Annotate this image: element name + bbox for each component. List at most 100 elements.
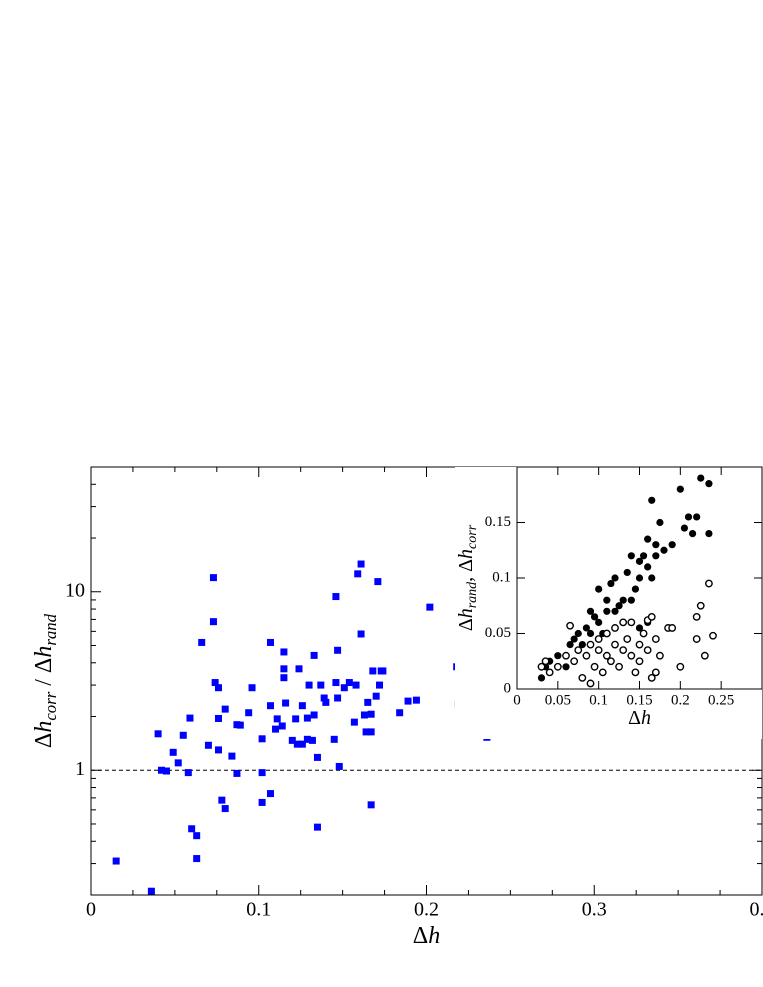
point [574, 646, 583, 655]
point [426, 603, 434, 611]
point [590, 662, 599, 671]
point [619, 646, 628, 655]
point [340, 684, 348, 692]
point [566, 641, 574, 649]
point [594, 635, 603, 643]
point [578, 641, 586, 649]
point [611, 607, 619, 615]
point [298, 702, 306, 710]
point [332, 593, 340, 601]
point [627, 651, 636, 660]
point [586, 640, 595, 649]
point [627, 618, 636, 627]
point [293, 740, 301, 748]
point [631, 585, 640, 593]
point [193, 855, 201, 863]
point [280, 648, 288, 656]
point [228, 752, 236, 760]
point [221, 805, 229, 813]
point [656, 651, 664, 660]
point [322, 698, 330, 706]
point [643, 646, 652, 655]
y-axis-label-part: h [455, 608, 477, 618]
points [112, 560, 491, 895]
point [273, 715, 281, 723]
point [611, 624, 619, 632]
point [278, 722, 286, 730]
point [221, 705, 229, 713]
point [198, 638, 206, 646]
point [562, 663, 570, 671]
point [313, 823, 321, 831]
point [280, 674, 288, 682]
point [598, 668, 607, 677]
point [705, 579, 713, 588]
point [705, 530, 713, 538]
point [676, 662, 685, 671]
point [169, 748, 177, 756]
point [582, 651, 591, 660]
point [595, 585, 603, 593]
y-tick-label: 0.05 [485, 625, 511, 641]
point [586, 629, 595, 638]
x-tick-label: 0.1 [246, 899, 271, 921]
point [631, 668, 640, 677]
point [639, 629, 648, 638]
plot-frame [516, 466, 763, 690]
point [332, 679, 340, 687]
point [352, 681, 360, 689]
point [639, 552, 648, 560]
point [668, 624, 677, 632]
point [635, 640, 644, 649]
point [562, 651, 570, 660]
point [603, 596, 611, 604]
y-axis-label-part: h [455, 549, 477, 559]
y-tick-label: 0.1 [492, 569, 511, 585]
point [566, 621, 574, 630]
x-tick-label: 0.15 [626, 692, 652, 708]
point [310, 651, 318, 659]
x-axis-label: Δh [628, 707, 651, 729]
y-tick-label: 10 [65, 579, 85, 601]
point [345, 679, 353, 687]
point [537, 662, 546, 671]
y-axis-label-part: h [31, 721, 57, 733]
point [334, 646, 342, 654]
point [693, 513, 701, 521]
point [692, 635, 701, 643]
point [586, 607, 595, 615]
point [214, 746, 222, 754]
point [303, 735, 311, 743]
y-axis-label-part: Δ [31, 733, 57, 748]
point [174, 759, 182, 767]
point [295, 665, 303, 673]
y-axis-label-part: corr [465, 524, 480, 549]
point [647, 612, 656, 621]
point [648, 574, 656, 582]
point [258, 798, 266, 806]
point [298, 740, 306, 748]
point [204, 741, 212, 749]
point [369, 667, 377, 675]
point [627, 596, 635, 604]
point [586, 679, 595, 688]
point [656, 518, 664, 527]
point [211, 679, 219, 687]
x-axis-label-part: h [428, 923, 440, 949]
point [280, 665, 288, 673]
y-tick-label: 1 [75, 758, 85, 780]
point [680, 524, 689, 532]
point [537, 674, 546, 682]
point [209, 618, 217, 626]
point [147, 887, 155, 895]
point [635, 657, 644, 666]
x-axis-label-part: Δ [413, 923, 428, 949]
x-axis-label-part: Δ [628, 707, 641, 729]
point [308, 736, 316, 744]
y-axis-label: Δhcorr / Δhrand [31, 613, 61, 748]
point [292, 715, 300, 723]
point [578, 674, 587, 682]
point [372, 692, 380, 700]
point [282, 699, 290, 707]
